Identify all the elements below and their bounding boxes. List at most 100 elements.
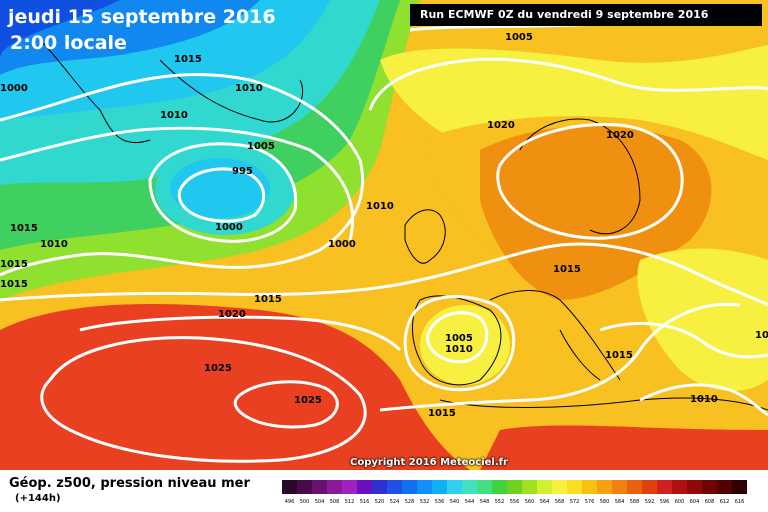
isobar-label: 1015 bbox=[0, 279, 28, 290]
color-scale-swatch bbox=[417, 480, 432, 494]
isobar-1005-iberia bbox=[426, 311, 489, 364]
coast-scandinavia bbox=[519, 118, 641, 235]
isobar-label: 1010 bbox=[235, 83, 263, 94]
isobar-label: 1000 bbox=[328, 239, 356, 250]
coast-iberia bbox=[412, 295, 502, 386]
color-scale-swatch bbox=[432, 480, 447, 494]
isobar-label: 1010 bbox=[690, 394, 718, 405]
color-scale-swatch bbox=[447, 480, 462, 494]
isobar-label: 1015 bbox=[553, 264, 581, 275]
map-canvas: 1005 1015 1010 1000 1010 1005 995 1000 1… bbox=[0, 0, 768, 470]
isobar-label: 995 bbox=[232, 166, 253, 177]
color-scale-swatch bbox=[402, 480, 417, 494]
color-scale-label: 520 bbox=[374, 499, 385, 505]
isobar-label: 1010 bbox=[40, 239, 68, 250]
isobar-label: 1010 bbox=[366, 201, 394, 212]
isobar-1020-atlantic bbox=[79, 315, 402, 352]
isobar-label: 1010 bbox=[445, 344, 473, 355]
color-scale-label: 600 bbox=[674, 499, 685, 505]
color-scale-swatch bbox=[702, 480, 717, 494]
isobar-label: 1000 bbox=[0, 83, 28, 94]
isobar-1020-scandinavia bbox=[496, 123, 684, 240]
isobar-label: 1015 bbox=[0, 259, 28, 270]
color-scale-label: 592 bbox=[644, 499, 655, 505]
color-scale-swatch bbox=[717, 480, 732, 494]
isobar-label: 1020 bbox=[606, 130, 634, 141]
color-scale-label: 580 bbox=[599, 499, 610, 505]
color-scale-swatch bbox=[282, 480, 297, 494]
isobar-label: 1015 bbox=[254, 294, 282, 305]
isobar-label: 1015 bbox=[10, 223, 38, 234]
color-scale-label: 508 bbox=[329, 499, 340, 505]
weather-map-svg: 1005 1015 1010 1000 1010 1005 995 1000 1… bbox=[0, 0, 768, 470]
isobar-1010-iberia bbox=[403, 295, 516, 392]
isobar-label: 1000 bbox=[215, 222, 243, 233]
color-scale-swatch bbox=[312, 480, 327, 494]
color-scale-label: 536 bbox=[434, 499, 445, 505]
color-scale-label: 552 bbox=[494, 499, 505, 505]
field-red-atlantic bbox=[0, 304, 470, 470]
color-scale-label: 516 bbox=[359, 499, 370, 505]
color-scale-swatch bbox=[627, 480, 642, 494]
forecast-time-title: 2:00 locale bbox=[10, 32, 127, 54]
color-scale-swatch bbox=[552, 480, 567, 494]
color-scale-label: 540 bbox=[449, 499, 460, 505]
color-scale-swatch bbox=[357, 480, 372, 494]
color-scale-swatch bbox=[342, 480, 357, 494]
color-scale-swatch bbox=[582, 480, 597, 494]
color-scale-labels: 496 500 504 508 512 516 520 524 528 532 536 540 544 5… bbox=[282, 499, 747, 505]
forecast-date-title: jeudi 15 septembre 2016 bbox=[8, 6, 276, 28]
color-scale-swatch bbox=[567, 480, 582, 494]
color-scale-label: 576 bbox=[584, 499, 595, 505]
color-scale-label: 584 bbox=[614, 499, 625, 505]
color-scale-swatch bbox=[687, 480, 702, 494]
isobar-label: 1015 bbox=[605, 350, 633, 361]
color-scale-label: 604 bbox=[689, 499, 700, 505]
field-red-south bbox=[480, 425, 768, 470]
isobar-1025-inner bbox=[233, 380, 339, 429]
isobar-label: 1015 bbox=[174, 54, 202, 65]
color-scale-swatch bbox=[492, 480, 507, 494]
color-scale-label: 500 bbox=[299, 499, 310, 505]
isobar-label: 1020 bbox=[487, 120, 515, 131]
isobar-label: 1025 bbox=[294, 395, 322, 406]
isobar-1020-north bbox=[368, 57, 768, 111]
copyright-notice: Copyright 2016 Meteociel.fr bbox=[350, 457, 508, 468]
color-scale-label: 544 bbox=[464, 499, 475, 505]
field-deep-blue bbox=[0, 0, 120, 60]
isobar-label: 1020 bbox=[218, 309, 246, 320]
isobar-label-group: 1005 1015 1010 1000 1010 1005 995 1000 1… bbox=[0, 32, 768, 419]
coast-british-isles bbox=[404, 209, 446, 264]
color-scale-swatch bbox=[672, 480, 687, 494]
legend-footer: Géop. z500, pression niveau mer (+144h) … bbox=[0, 470, 768, 512]
color-scale-label: 564 bbox=[539, 499, 550, 505]
color-scale-swatch bbox=[372, 480, 387, 494]
color-scale-swatch bbox=[387, 480, 402, 494]
isobar-995-low bbox=[177, 167, 266, 223]
color-scale-label: 572 bbox=[569, 499, 580, 505]
isobar-label: 1005 bbox=[505, 32, 533, 43]
color-scale-swatch bbox=[462, 480, 477, 494]
lead-time-label: (+144h) bbox=[15, 493, 61, 504]
color-scale-swatch bbox=[642, 480, 657, 494]
color-scale-label: 512 bbox=[344, 499, 355, 505]
color-scale-label: 568 bbox=[554, 499, 565, 505]
color-scale-label: 588 bbox=[629, 499, 640, 505]
color-scale-swatch bbox=[297, 480, 312, 494]
isobar-1010-east bbox=[639, 383, 768, 417]
color-scale-swatch bbox=[327, 480, 342, 494]
isobar-label: 1015 bbox=[755, 330, 768, 341]
color-scale-label: 560 bbox=[524, 499, 535, 505]
isobar-label: 1010 bbox=[160, 110, 188, 121]
isobar-1010-west bbox=[0, 73, 365, 277]
isobar-label: 1005 bbox=[445, 333, 473, 344]
isobar-label: 1025 bbox=[204, 363, 232, 374]
color-scale-swatch bbox=[732, 480, 747, 494]
coast-italy bbox=[559, 329, 601, 381]
color-scale-label: 504 bbox=[314, 499, 325, 505]
color-scale-label: 548 bbox=[479, 499, 490, 505]
isobar-label: 1005 bbox=[247, 141, 275, 152]
color-scale-label: 596 bbox=[659, 499, 670, 505]
color-scale-swatch bbox=[612, 480, 627, 494]
